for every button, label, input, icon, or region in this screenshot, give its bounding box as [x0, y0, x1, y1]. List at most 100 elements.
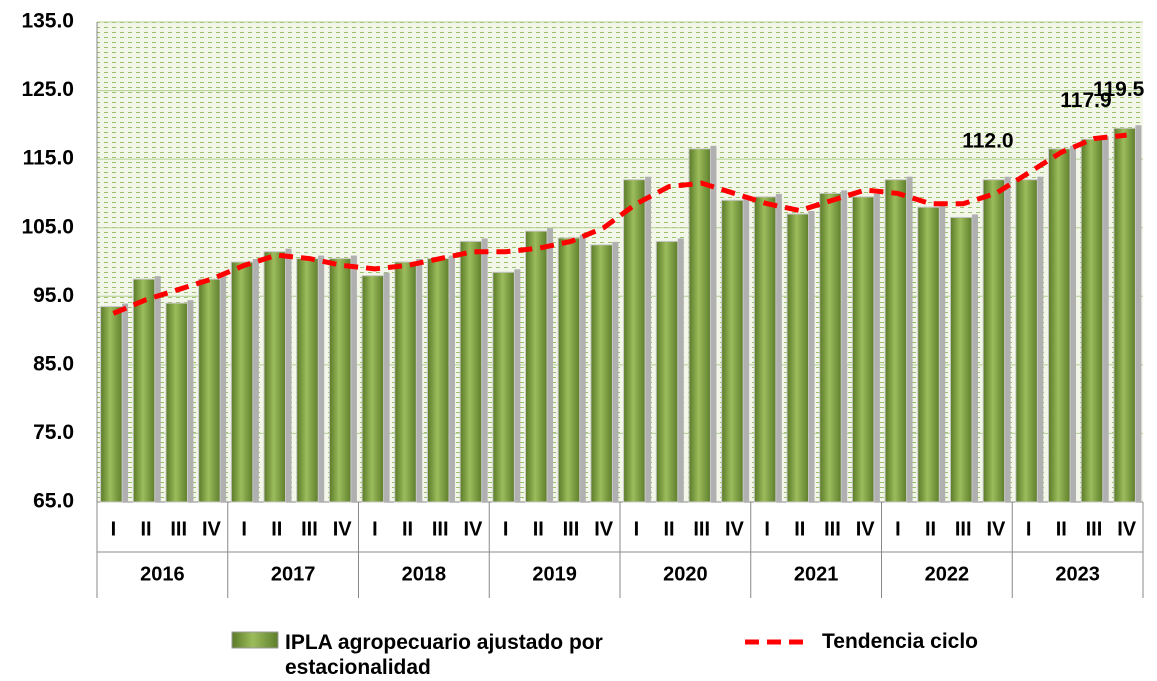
- x-tick-label: I: [372, 518, 378, 540]
- bar-side: [1102, 136, 1109, 502]
- x-tick-label: III: [432, 518, 449, 540]
- y-tick-label: 105.0: [21, 215, 74, 238]
- x-tick-label: III: [693, 518, 710, 540]
- x-tick-label: III: [563, 518, 580, 540]
- x-tick-label: III: [1086, 518, 1103, 540]
- group-label: 2017: [271, 563, 316, 585]
- bar-side: [252, 259, 259, 502]
- y-tick-label: 115.0: [23, 147, 74, 170]
- x-tick-label: IV: [1117, 518, 1137, 540]
- bar-side: [579, 235, 586, 502]
- bar: [1048, 148, 1071, 503]
- trend-line: [112, 132, 1127, 316]
- bar-side: [416, 259, 423, 502]
- bar-side: [808, 211, 815, 502]
- legend-label: IPLA agropecuario ajustado por estaciona…: [285, 631, 603, 679]
- data-label: 112.0: [962, 129, 1013, 152]
- bar: [426, 258, 450, 503]
- x-tick-label: I: [634, 518, 640, 540]
- x-tick-label: IV: [333, 518, 353, 540]
- bar-side: [612, 241, 619, 502]
- group-label: 2022: [925, 563, 970, 585]
- x-tick-label: II: [663, 518, 674, 540]
- bar-side: [154, 276, 161, 502]
- x-tick-label: IV: [463, 518, 483, 540]
- group-label: 2019: [532, 563, 577, 585]
- bar: [819, 192, 842, 503]
- bar: [884, 179, 908, 503]
- group-label: 2020: [663, 563, 708, 585]
- bar-side: [841, 190, 848, 502]
- bar-side: [514, 269, 521, 502]
- bar-side: [448, 255, 455, 502]
- group-label: 2023: [1055, 563, 1100, 585]
- bar: [851, 196, 875, 503]
- x-tick-label: II: [925, 518, 936, 540]
- x-tick-label: I: [895, 518, 901, 540]
- y-tick-label: 85.0: [33, 352, 74, 375]
- y-tick-label: 95.0: [33, 284, 74, 307]
- bar-side: [710, 145, 717, 502]
- bar: [721, 199, 744, 503]
- data-label: 117.9: [1060, 89, 1111, 112]
- x-tick-label: IV: [202, 518, 222, 540]
- bar: [100, 306, 123, 503]
- bar-side: [1037, 176, 1044, 502]
- bar: [525, 230, 548, 503]
- bar: [1015, 179, 1038, 503]
- bar: [753, 196, 777, 503]
- x-tick-label: IV: [725, 518, 745, 540]
- bar: [263, 251, 287, 503]
- bar: [459, 240, 483, 503]
- group-label: 2018: [402, 563, 447, 585]
- bar-side: [645, 176, 652, 502]
- x-tick-label: II: [533, 518, 544, 540]
- bar-side: [1135, 125, 1142, 503]
- y-tick-label: 135.0: [21, 10, 74, 33]
- x-tick-label: IV: [594, 518, 614, 540]
- bar: [917, 206, 940, 503]
- bar-side: [285, 248, 292, 502]
- group-label: 2021: [794, 563, 839, 585]
- group-label: 2016: [140, 563, 185, 585]
- bar-side: [318, 255, 325, 502]
- x-tick-label: II: [794, 518, 805, 540]
- bar-side: [971, 214, 978, 502]
- bar: [394, 261, 417, 503]
- bar: [688, 148, 711, 503]
- bar: [492, 271, 515, 503]
- bar-side: [122, 303, 129, 502]
- x-tick-label: I: [503, 518, 509, 540]
- legend-label: Tendencia ciclo: [822, 630, 978, 653]
- bar-side: [873, 193, 880, 502]
- bar: [982, 179, 1006, 503]
- x-tick-label: IV: [856, 518, 876, 540]
- legend: [231, 631, 810, 649]
- bar-side: [350, 255, 357, 502]
- x-tick-label: I: [764, 518, 770, 540]
- bar-side: [743, 197, 750, 503]
- bar: [786, 213, 810, 503]
- bar: [132, 278, 156, 503]
- bar-side: [1004, 176, 1011, 502]
- bar-side: [220, 276, 227, 502]
- x-tick-label: II: [271, 518, 282, 540]
- x-tick-label: I: [241, 518, 247, 540]
- bar: [361, 275, 385, 503]
- x-tick-label: I: [111, 518, 117, 540]
- bar-side: [677, 238, 684, 502]
- x-tick-label: III: [301, 518, 318, 540]
- bar-side: [383, 272, 390, 502]
- bar: [557, 237, 581, 503]
- bar: [296, 258, 319, 503]
- bar-side: [939, 204, 946, 502]
- bar-side: [547, 228, 554, 502]
- data-label: 119.5: [1093, 78, 1145, 101]
- bar: [1080, 138, 1104, 503]
- legend-swatch: [231, 631, 279, 649]
- x-tick-label: I: [1026, 518, 1032, 540]
- bar: [590, 244, 613, 503]
- x-tick-label: II: [140, 518, 151, 540]
